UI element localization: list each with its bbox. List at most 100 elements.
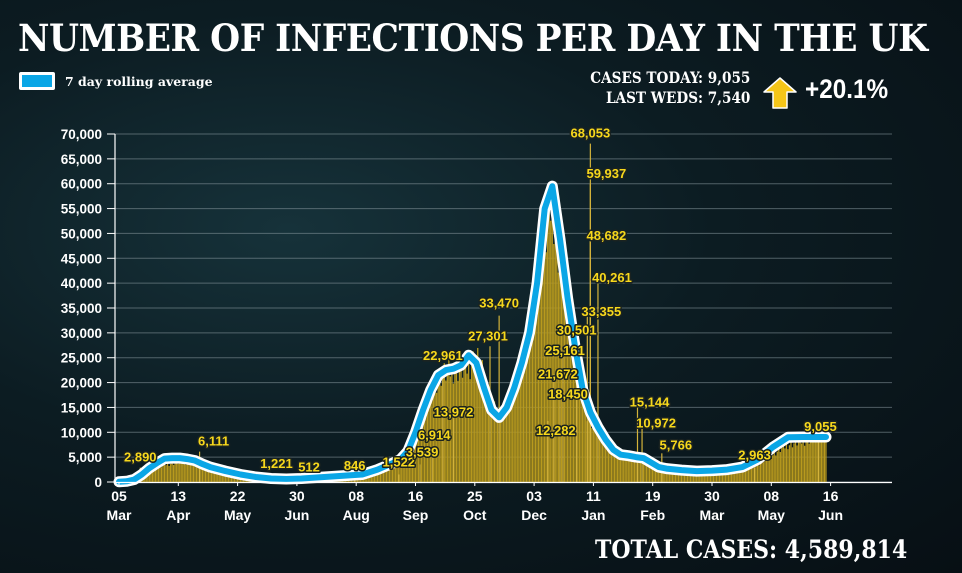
daily-case-bar (174, 462, 176, 482)
daily-case-bar (653, 463, 655, 482)
daily-case-bar (162, 464, 164, 482)
daily-case-bar (379, 468, 382, 482)
daily-case-bar (510, 385, 512, 482)
daily-case-bar (708, 473, 710, 482)
data-label: 59,937 (586, 166, 626, 181)
daily-case-bar (469, 379, 471, 482)
daily-case-bar (603, 445, 605, 482)
daily-case-bar (819, 434, 821, 482)
daily-case-bar (539, 258, 541, 482)
daily-case-bar (413, 439, 415, 482)
daily-case-bar (702, 471, 704, 482)
daily-case-bar (153, 470, 155, 482)
y-tick-label: 10,000 (61, 425, 102, 440)
daily-case-bar (513, 382, 515, 482)
daily-case-bar (195, 462, 198, 482)
daily-case-bar (376, 468, 379, 482)
daily-case-bar (168, 466, 170, 482)
daily-case-bar (419, 430, 421, 482)
daily-case-bar (598, 428, 601, 482)
data-label: 1,221 (260, 456, 293, 471)
data-label: 2,890 (124, 450, 157, 465)
daily-case-bar (483, 382, 485, 482)
daily-case-bar (211, 467, 213, 482)
daily-case-bar (670, 469, 672, 482)
daily-case-bar (218, 469, 220, 482)
daily-case-bar (378, 470, 380, 482)
daily-case-bar (645, 461, 648, 482)
daily-case-bar (779, 452, 781, 482)
daily-case-bar (407, 454, 409, 482)
daily-case-bar (556, 219, 558, 482)
daily-case-bar (746, 469, 748, 482)
daily-case-bar (610, 447, 613, 482)
daily-case-bar (550, 220, 552, 482)
daily-case-bar (451, 365, 453, 482)
daily-case-bar (805, 441, 807, 482)
daily-case-bar (443, 363, 445, 482)
daily-case-bar (793, 443, 795, 482)
daily-case-bar (565, 286, 567, 482)
data-label: 68,053 (570, 126, 610, 141)
daily-case-bar (537, 287, 540, 482)
daily-case-bar (816, 432, 818, 482)
data-label: 9,055 (804, 419, 837, 434)
daily-case-bar (160, 467, 163, 482)
daily-case-bar (721, 472, 724, 482)
daily-case-bar (557, 272, 559, 482)
daily-case-bar (747, 467, 750, 482)
x-tick-month: Jun (284, 507, 309, 523)
daily-case-bar (172, 464, 175, 482)
daily-case-bar (461, 377, 464, 482)
y-tick-label: 70,000 (61, 127, 102, 142)
x-tick-day: 30 (289, 488, 305, 504)
rolling-average-series (116, 183, 829, 485)
daily-case-bar (604, 443, 607, 482)
daily-case-bar (524, 362, 526, 482)
daily-case-bar (613, 452, 616, 482)
daily-case-bar (423, 417, 426, 482)
daily-case-bar (148, 472, 150, 482)
daily-case-bar (772, 455, 774, 482)
daily-case-bar (787, 449, 789, 482)
daily-case-bar (582, 392, 584, 482)
daily-case-bar (150, 470, 152, 482)
daily-case-bar (215, 468, 217, 482)
daily-case-bar (691, 472, 693, 482)
daily-case-bar (206, 466, 208, 482)
y-tick-label: 30,000 (61, 326, 102, 341)
daily-case-bar (697, 471, 699, 482)
daily-case-bar (382, 468, 385, 482)
daily-case-bar (436, 392, 438, 482)
x-tick-day: 05 (111, 488, 127, 504)
daily-case-bar (165, 465, 167, 482)
daily-case-bar (624, 460, 626, 482)
daily-case-bar (159, 465, 161, 482)
daily-case-bar (569, 353, 572, 482)
daily-case-bar (507, 410, 509, 482)
daily-case-bar (571, 348, 573, 482)
daily-case-bar (385, 468, 388, 482)
daily-case-bar (375, 470, 377, 482)
data-label: 25,161 (545, 343, 585, 358)
y-tick-label: 0 (94, 475, 102, 490)
x-tick-day: 13 (171, 488, 187, 504)
daily-case-bar (723, 471, 725, 482)
daily-case-bar (458, 370, 461, 482)
daily-case-bar (788, 445, 791, 482)
daily-case-bar (727, 470, 730, 482)
daily-case-bar (775, 455, 777, 482)
x-tick-month: Mar (700, 507, 725, 523)
last-weds: LAST WEDS: 7,540 (605, 88, 750, 107)
daily-case-bar (408, 448, 410, 482)
data-label: 22,961 (423, 348, 463, 363)
x-tick-month: Apr (166, 507, 191, 523)
daily-case-bar (592, 424, 594, 482)
daily-case-bar (791, 447, 794, 482)
daily-case-bar (654, 462, 657, 482)
daily-case-bar (200, 462, 202, 482)
daily-case-bar (420, 420, 423, 482)
daily-case-bar (197, 460, 199, 482)
